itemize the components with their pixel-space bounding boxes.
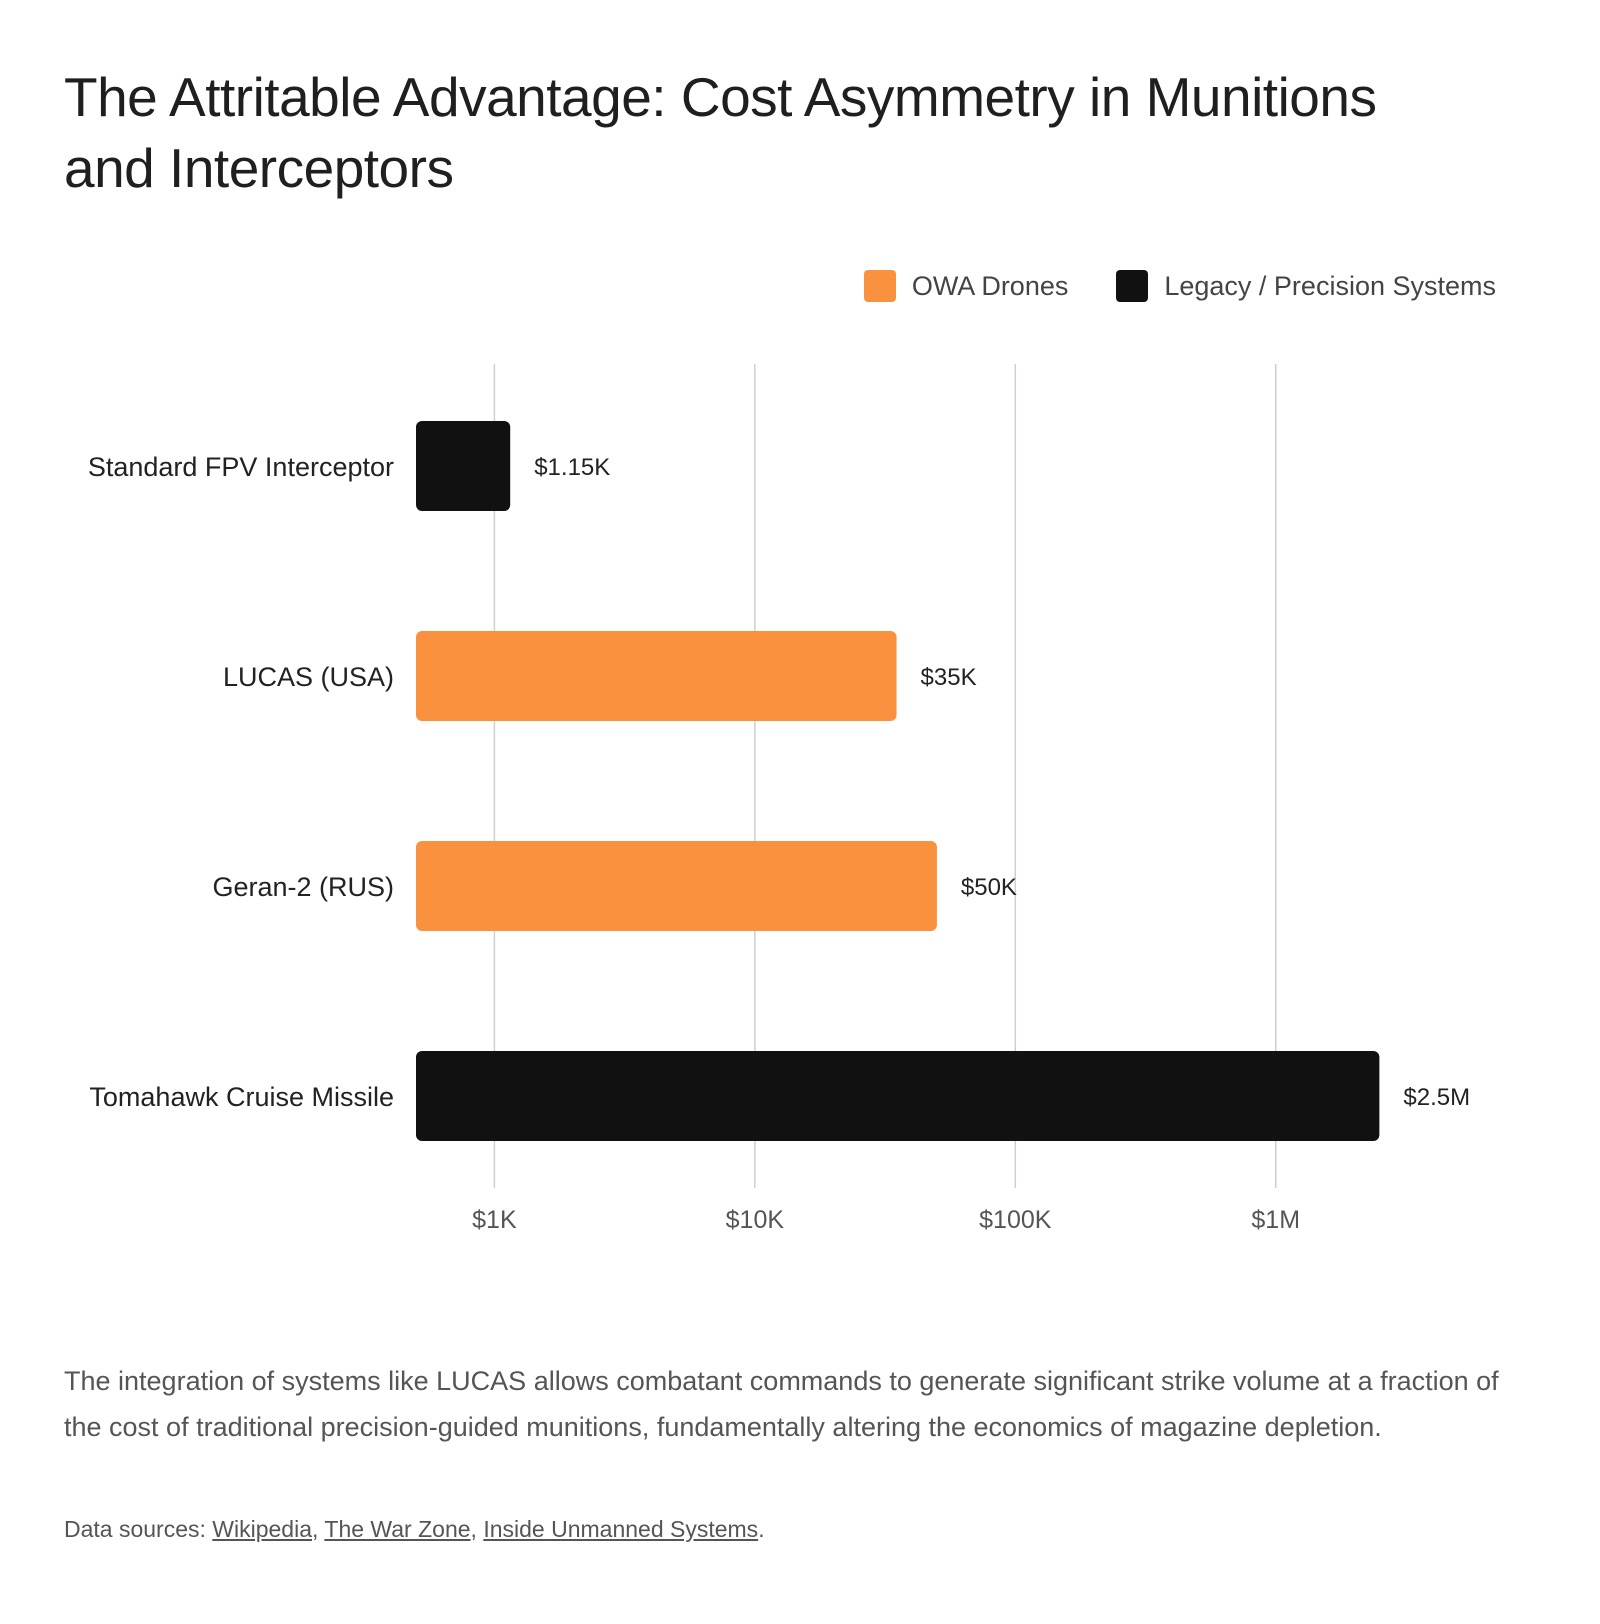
bar — [416, 631, 897, 721]
source-link-wikipedia[interactable]: Wikipedia — [212, 1516, 313, 1542]
x-tick-label: $100K — [979, 1206, 1052, 1234]
value-label: $2.5M — [1403, 1084, 1470, 1111]
value-label: $50K — [961, 874, 1017, 901]
legend-item-owa: OWA Drones — [863, 270, 1069, 302]
category-label: Standard FPV Interceptor — [88, 452, 394, 482]
bar — [416, 1051, 1380, 1141]
x-axis-ticks: $1K $10K $100K $1M — [472, 1206, 1300, 1234]
bars — [416, 421, 1380, 1141]
category-label: Tomahawk Cruise Missile — [89, 1082, 394, 1112]
source-link-war-zone[interactable]: The War Zone — [324, 1516, 471, 1542]
category-labels: Standard FPV Interceptor LUCAS (USA) Geran… — [88, 452, 394, 1112]
legend: OWA Drones Legacy / Precision Systems — [863, 270, 1496, 302]
source-link-inside-unmanned[interactable]: Inside Unmanned Systems — [483, 1516, 759, 1542]
bar — [416, 421, 511, 511]
bar — [416, 841, 937, 931]
chart-note: The integration of systems like LUCAS al… — [64, 1366, 1499, 1442]
sources-prefix: Data sources: — [64, 1516, 213, 1542]
sources-suffix: . — [758, 1516, 765, 1542]
x-tick-label: $1M — [1251, 1206, 1300, 1234]
value-label: $1.15K — [534, 454, 610, 481]
legend-item-legacy: Legacy / Precision Systems — [1116, 270, 1496, 302]
bar-chart: Standard FPV Interceptor LUCAS (USA) Geran… — [88, 364, 1470, 1234]
legend-swatch-owa — [863, 270, 896, 302]
grid-lines — [493, 364, 1277, 1188]
legend-label-legacy: Legacy / Precision Systems — [1164, 270, 1496, 301]
x-tick-label: $10K — [726, 1206, 785, 1234]
value-label: $35K — [921, 664, 977, 691]
category-label: LUCAS (USA) — [223, 662, 394, 692]
value-labels: $1.15K $35K $50K $2.5M — [534, 454, 1470, 1111]
legend-swatch-legacy — [1116, 270, 1149, 302]
x-tick-label: $1K — [472, 1206, 517, 1234]
data-sources: Data sources: Wikipedia, The War Zone, I… — [64, 1516, 765, 1542]
category-label: Geran-2 (RUS) — [212, 872, 394, 902]
chart-title: The Attritable Advantage: Cost Asymmetry… — [64, 66, 1377, 199]
legend-label-owa: OWA Drones — [911, 270, 1069, 301]
